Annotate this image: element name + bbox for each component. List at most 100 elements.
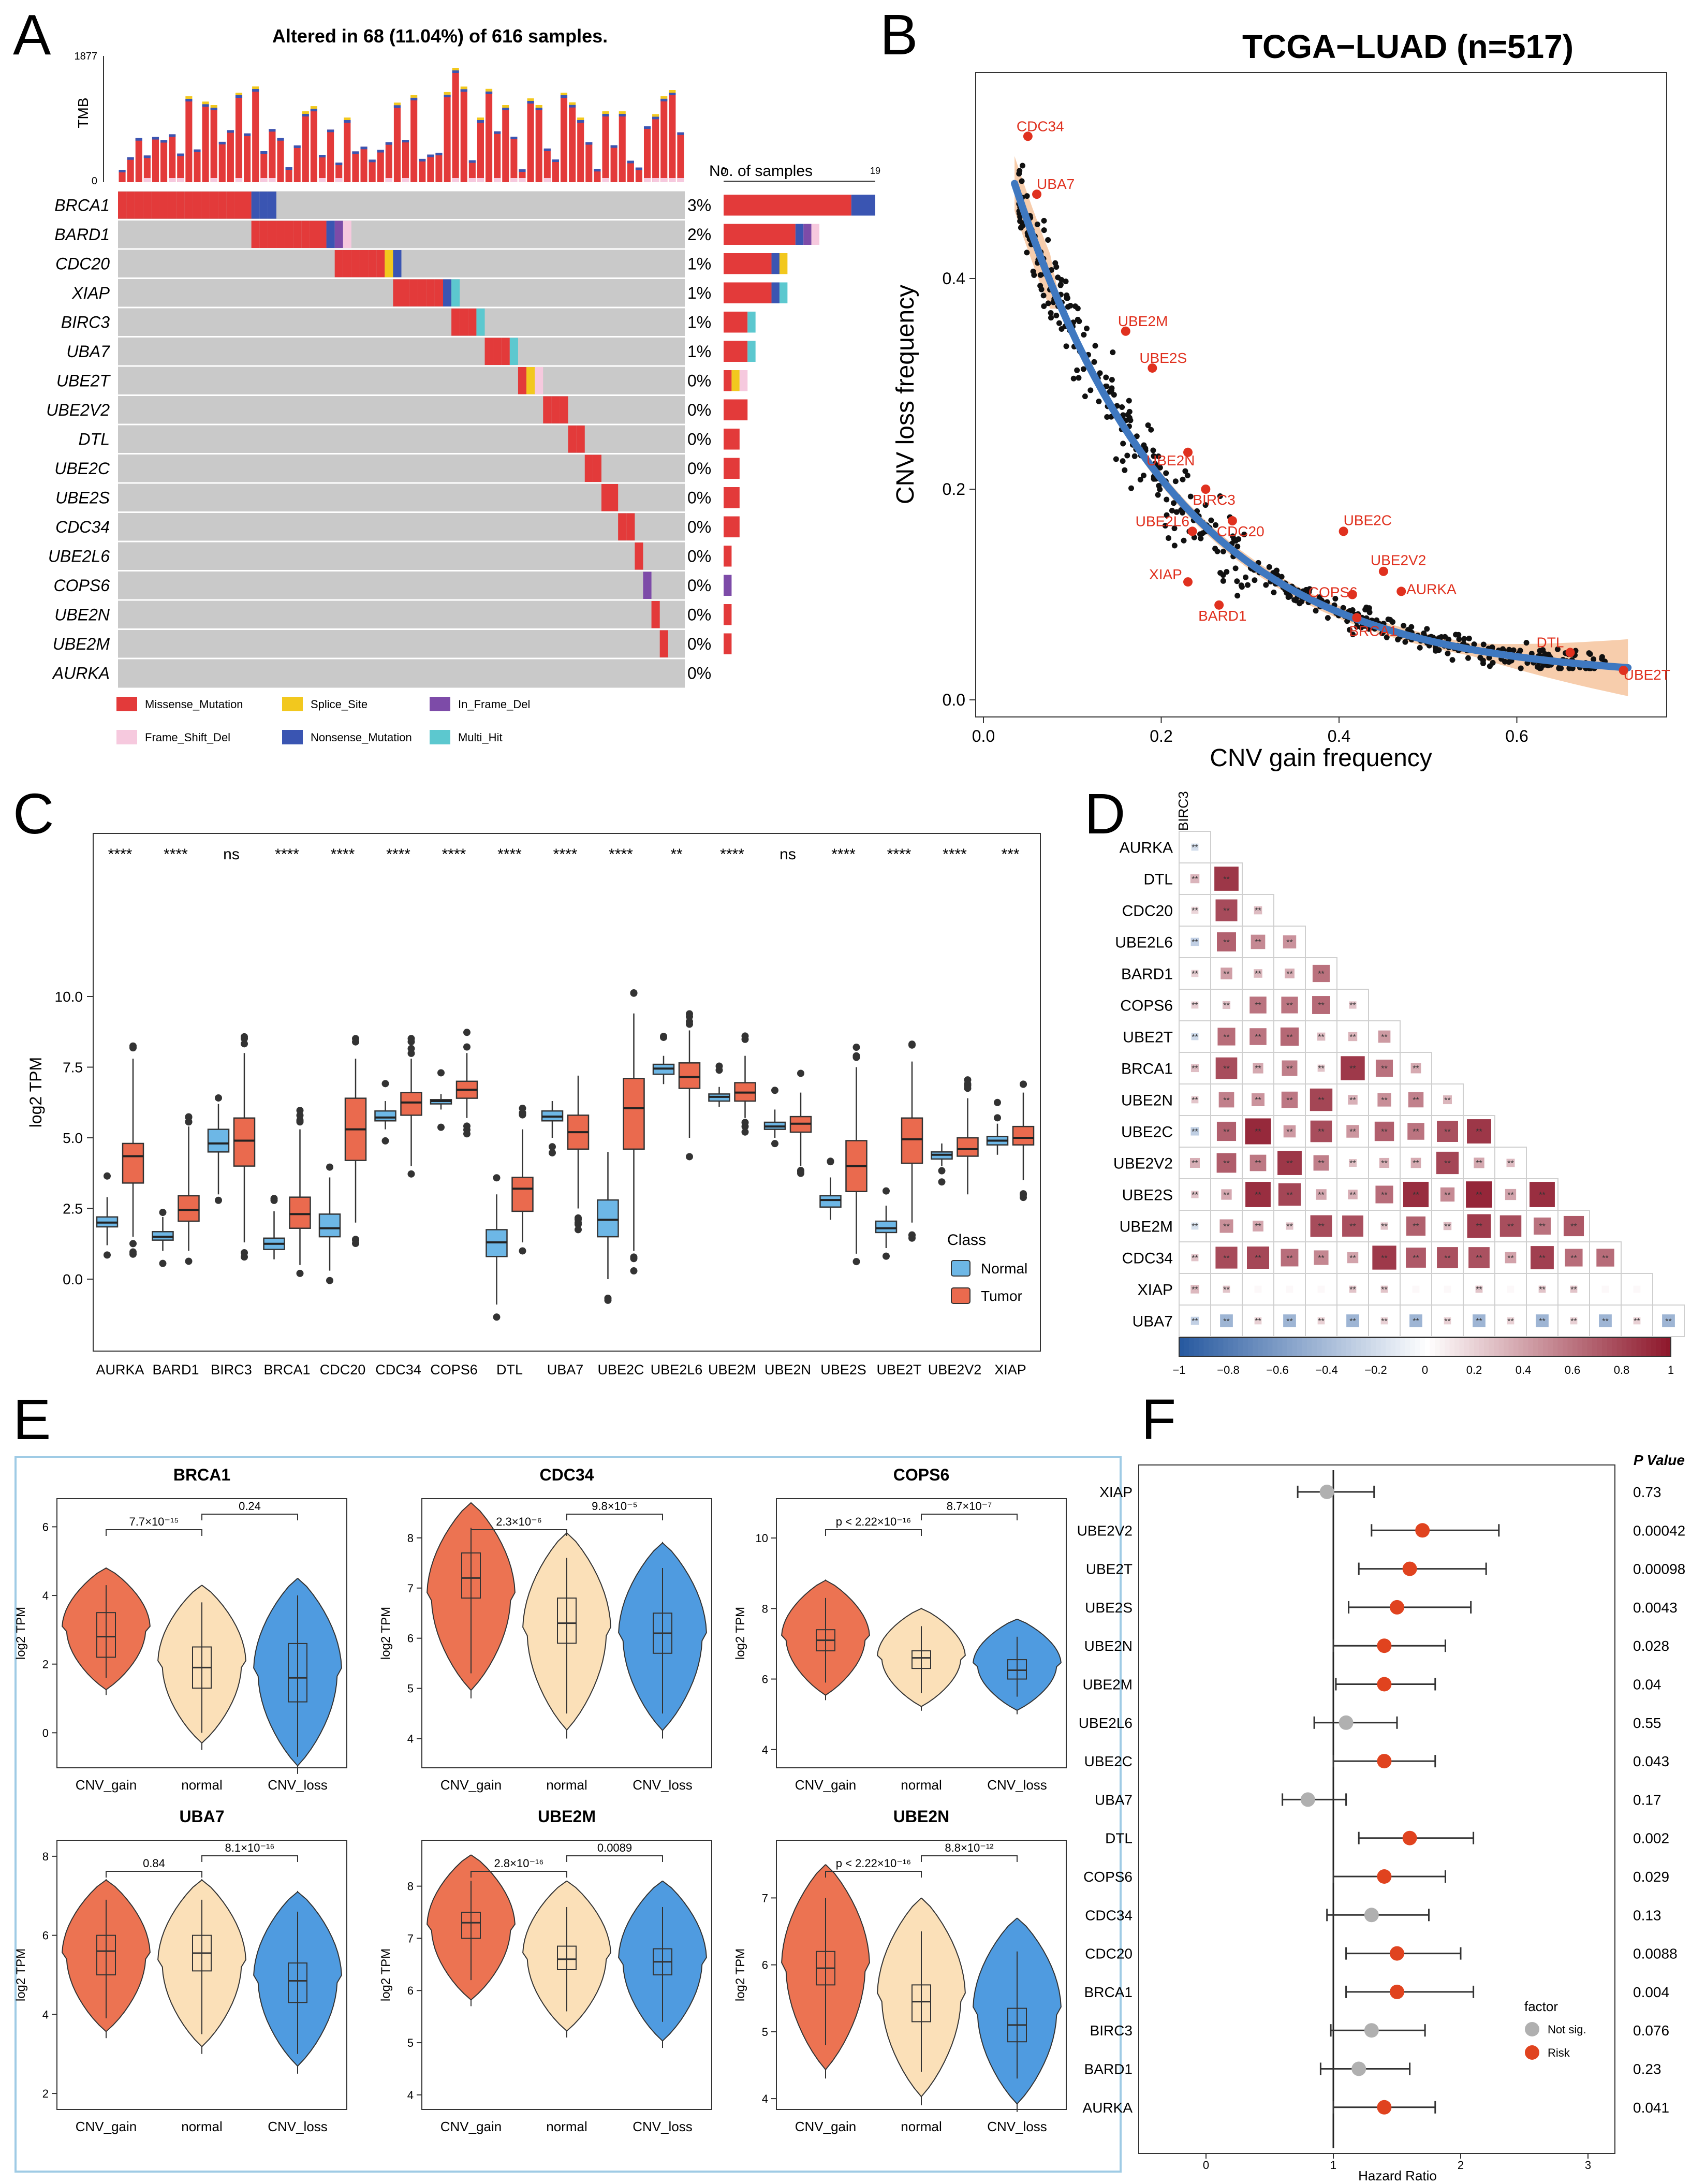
tmb-bar <box>369 159 376 182</box>
violin-pvalue-2: 0.24 <box>239 1500 261 1513</box>
scatter-x-ticks: 0.0 0.2 0.4 0.6 <box>972 717 1528 745</box>
box-body <box>400 1092 422 1116</box>
mutation-cell-missense_mutation <box>484 338 493 365</box>
colorbar-segment <box>1622 1338 1627 1356</box>
forest-row-label: UBE2S <box>1085 1600 1133 1616</box>
scatter-point <box>1148 427 1154 433</box>
samples-bar-frame_shift_del <box>811 224 820 245</box>
forest-pvalue: 0.076 <box>1633 2022 1669 2039</box>
tmb-bar <box>318 155 326 182</box>
box-outlier <box>883 1187 890 1195</box>
scatter-point <box>1119 404 1125 410</box>
heatmap-cell <box>1217 1028 1236 1046</box>
scatter-point <box>1285 594 1291 600</box>
scatter-point <box>1169 507 1175 514</box>
panel-label-a: A <box>13 3 51 67</box>
heatmap-cell <box>1281 996 1298 1014</box>
violin-y-tick-label: 8 <box>407 1532 414 1545</box>
violin-plot-title: BRCA1 <box>173 1465 230 1484</box>
scatter-point <box>1019 178 1025 184</box>
mutation-cell-missense_mutation <box>501 338 510 365</box>
violin-plot-title: UBA7 <box>179 1807 224 1826</box>
heatmap-cell <box>1191 1254 1199 1262</box>
oncoplot-title: Altered in 68 (11.04%) of 616 samples. <box>272 25 608 47</box>
heatmap-row-labels: AURKA DTL CDC20 UBE2L6 BARD1 COPS6 UBE2T BRCA1 U… <box>1113 840 1173 1330</box>
violin-x-label: CNV_loss <box>633 1777 693 1793</box>
samples-bar-nonsense_mutation <box>771 282 780 303</box>
violin-box <box>96 1612 116 1658</box>
mutation-cell-missense_mutation <box>426 279 435 306</box>
scatter-highlight-point <box>1148 363 1157 373</box>
heatmap-sig-mark: ** <box>1192 907 1198 916</box>
heatmap-sig-mark: ** <box>1286 939 1292 947</box>
heatmap-cell <box>1505 1189 1517 1200</box>
violin-x-label: normal <box>901 1777 942 1793</box>
colorbar-segment <box>1336 1338 1342 1356</box>
forest-x-tick-label: 1 <box>1330 2159 1336 2172</box>
scatter-point <box>1395 636 1401 642</box>
scatter-point <box>1449 657 1455 663</box>
heatmap-sig-mark: ** <box>1286 1191 1292 1200</box>
tmb-bar-segment <box>543 148 551 151</box>
tmb-bar-segment <box>602 178 609 182</box>
heatmap-sig-mark: ** <box>1223 1128 1229 1137</box>
scatter-point <box>1076 375 1082 381</box>
tmb-bar <box>643 126 651 182</box>
box-outlier <box>326 1163 333 1171</box>
oncoplot-gene-label: CDC34 <box>55 518 110 536</box>
colorbar-segment <box>1489 1338 1494 1356</box>
scatter-point <box>1480 641 1487 648</box>
legend-label-frame_shift_del: Frame_Shift_Del <box>145 731 230 744</box>
tmb-bar-segment <box>477 178 484 182</box>
forest-point <box>1390 1946 1404 1961</box>
boxplot-x-label: UBE2C <box>597 1362 644 1377</box>
box-outlier <box>493 1313 501 1321</box>
scatter-point <box>1461 636 1467 642</box>
legend-label-tumor: Tumor <box>981 1288 1022 1304</box>
box-outlier <box>463 1122 470 1130</box>
tmb-bar-segment <box>527 100 534 104</box>
legend-swatch-missense_mutation <box>116 697 137 711</box>
heatmap-sig-mark: ** <box>1192 1002 1198 1010</box>
box-outlier <box>296 1111 304 1119</box>
scatter-point <box>1162 522 1168 529</box>
forest-pvalue: 0.0088 <box>1633 1946 1678 1962</box>
heatmap-row-label: UBE2L6 <box>1115 934 1173 951</box>
scatter-point <box>1070 375 1077 382</box>
mutation-cell-missense_mutation <box>210 192 218 219</box>
scatter-point <box>1554 646 1561 652</box>
box-body <box>178 1195 200 1222</box>
colorbar-segment <box>1498 1338 1504 1356</box>
scatter-point <box>1217 493 1223 499</box>
mutation-cell-missense_mutation <box>334 250 343 277</box>
samples-bar-missense_mutation <box>724 633 732 654</box>
tmb-bar <box>419 158 426 182</box>
boxplot-x-label: UBE2N <box>764 1362 811 1377</box>
colorbar-segment <box>1425 1338 1431 1356</box>
violin-plot-title: COPS6 <box>893 1465 949 1484</box>
scatter-point <box>1016 170 1022 177</box>
scatter-point <box>1266 564 1272 570</box>
heatmap-cell <box>1596 1249 1614 1267</box>
violin-y-tick-label: 7 <box>407 1932 414 1945</box>
heatmap-cell-frame <box>1336 1241 1369 1274</box>
heatmap-cell-frame <box>1400 1083 1432 1116</box>
scatter-point <box>1181 537 1187 544</box>
tmb-bar <box>535 108 542 182</box>
scatter-point <box>1076 318 1082 325</box>
box-outlier <box>104 1172 111 1180</box>
violin-plot-uba7: UBA7 2 4 6 8 log2 TPM CNV_gain normal CNV_loss 0.… <box>14 1807 347 2134</box>
heatmap-sig-mark: ** <box>1507 1223 1513 1232</box>
heatmap-cell <box>1219 1219 1233 1233</box>
scatter-x-axis-label: CNV gain frequency <box>1210 744 1432 772</box>
heatmap-sig-mark: ** <box>1349 1223 1356 1232</box>
scatter-point <box>1232 565 1239 571</box>
tmb-bar <box>585 142 593 182</box>
mutation-cell-in_frame_del <box>643 571 652 599</box>
tmb-bar-segment <box>677 178 684 182</box>
colorbar-segment <box>1400 1338 1406 1356</box>
colorbar-segment <box>1435 1338 1440 1356</box>
boxplot-sig-label: **** <box>386 846 410 863</box>
heatmap-sig-mark: ** <box>1255 1128 1261 1137</box>
forest-pvalue: 0.004 <box>1633 1984 1669 2000</box>
